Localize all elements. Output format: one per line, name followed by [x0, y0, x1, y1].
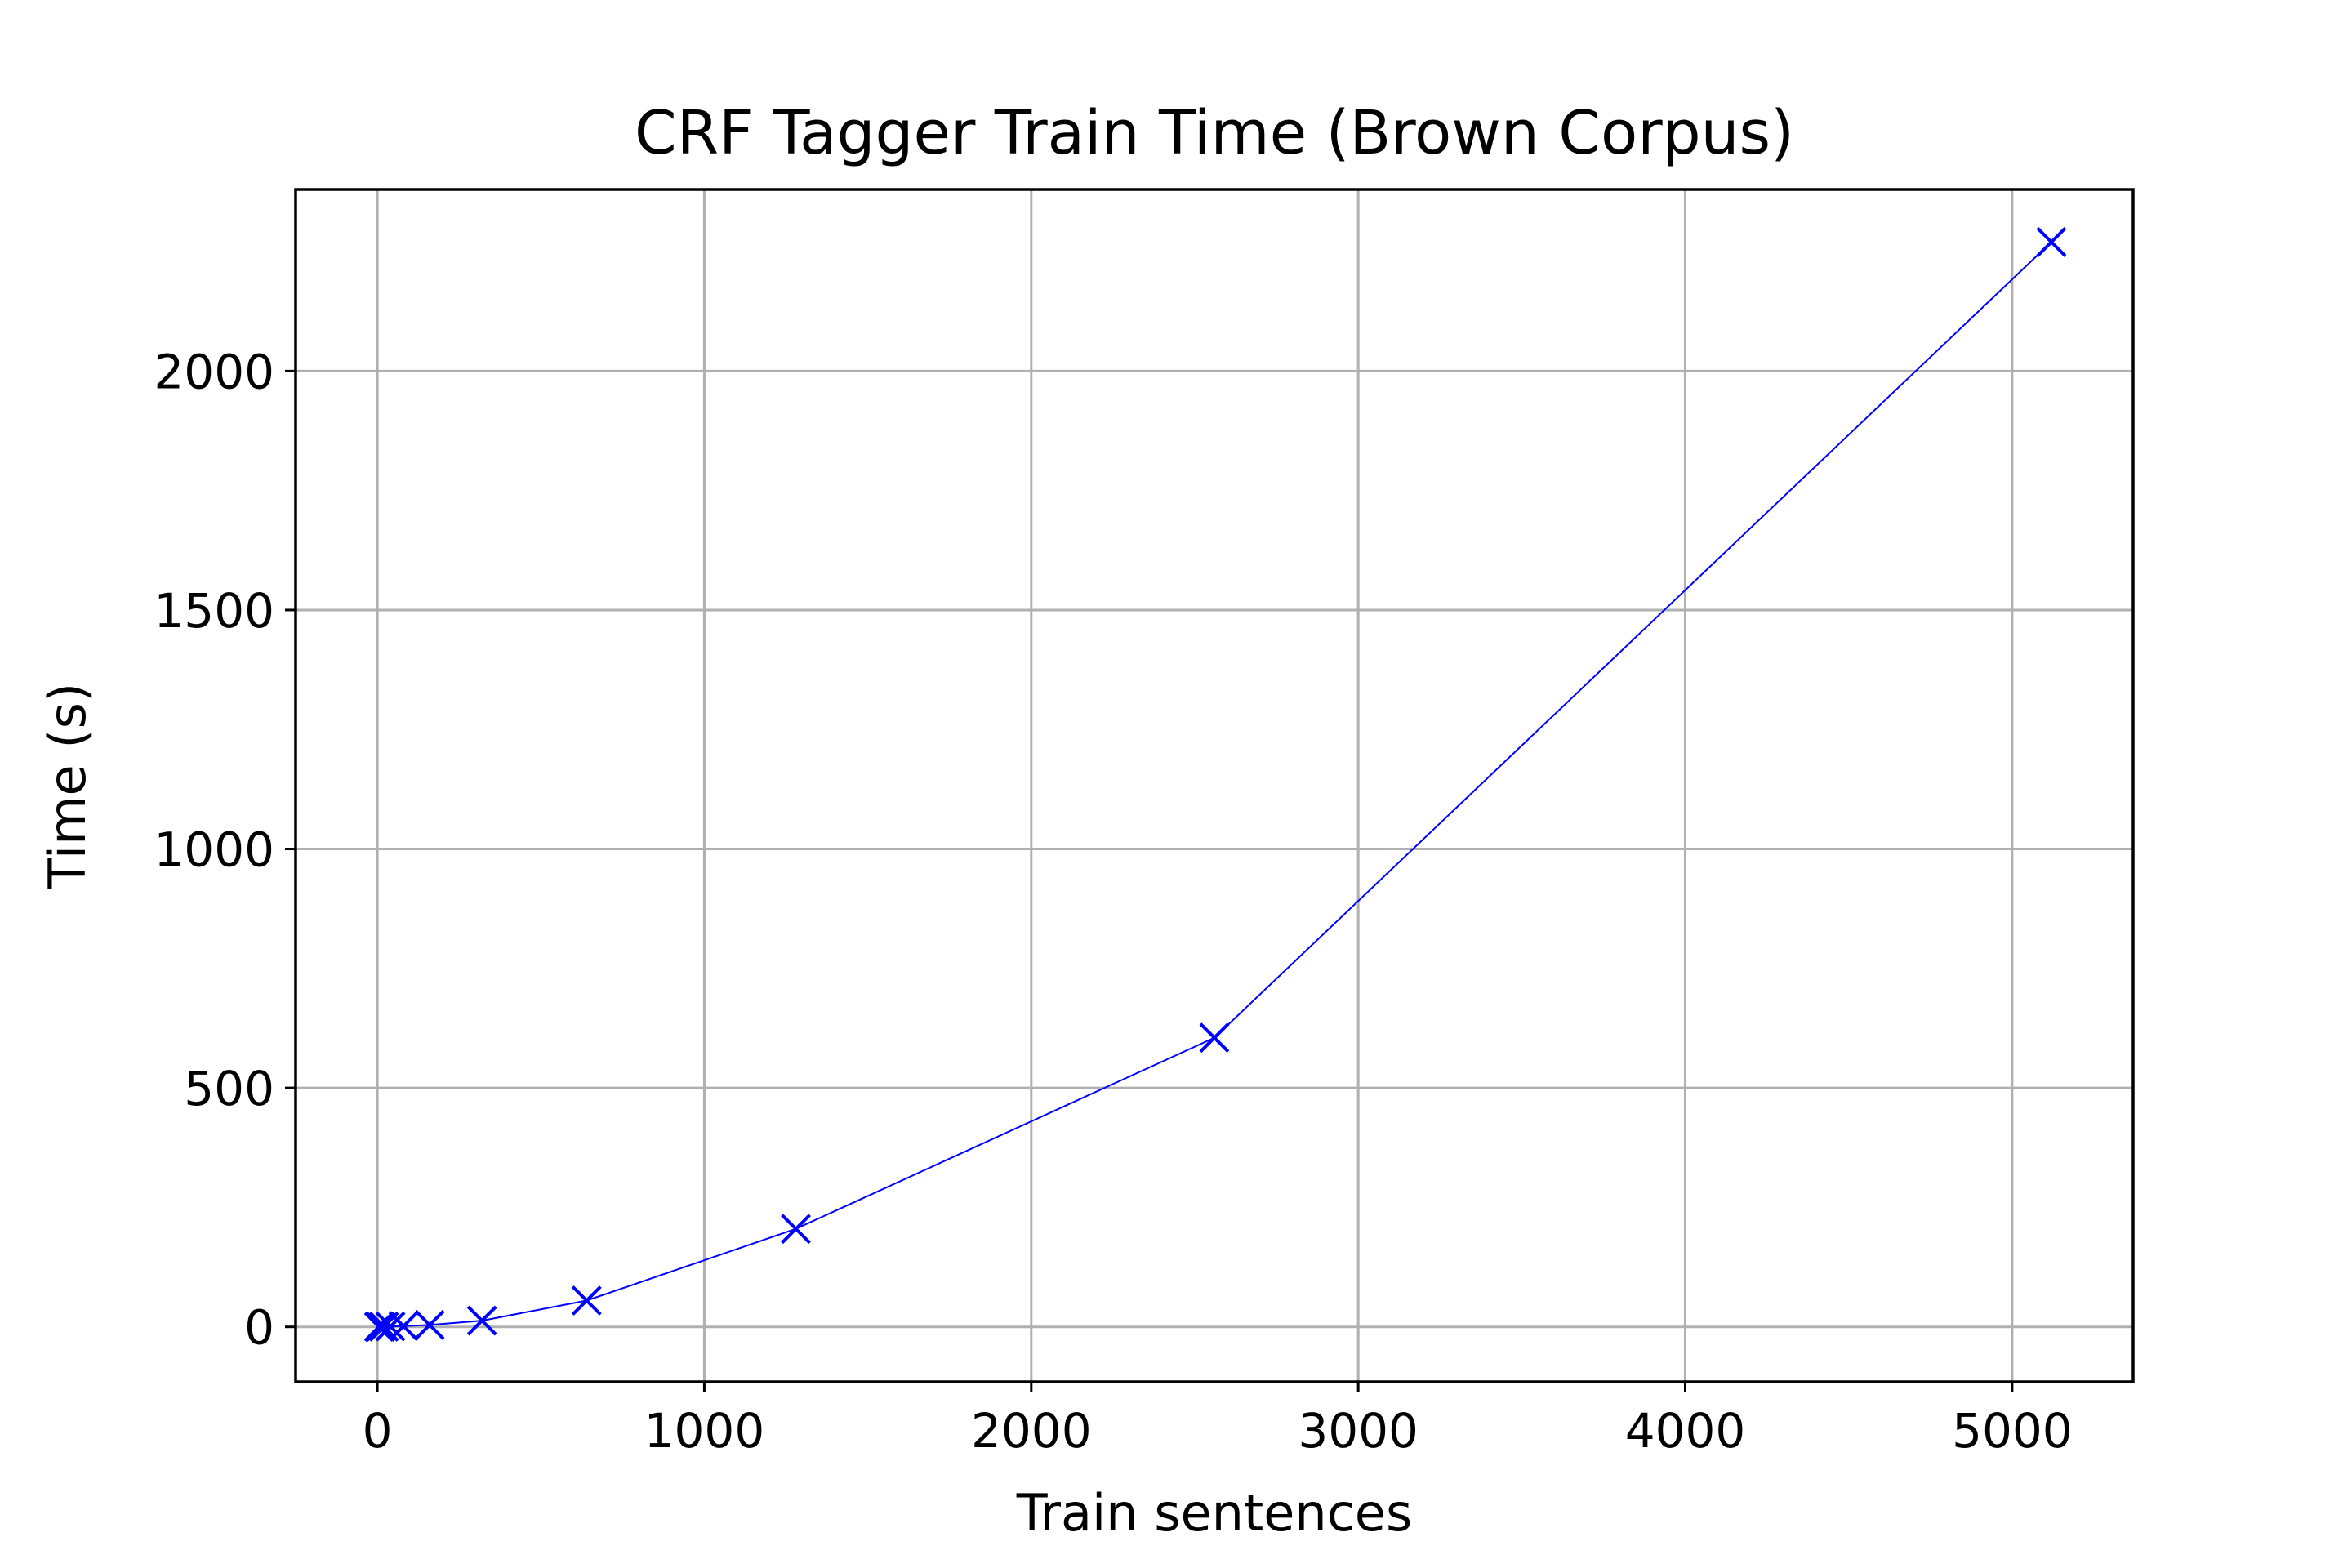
- x-tick-label: 0: [363, 1403, 393, 1459]
- data-point-marker: [2036, 226, 2067, 257]
- ticks: 0 1000 2000 3000 4000 5000 0 500 1000 1500 2000: [154, 344, 2072, 1459]
- data-point-marker: [781, 1214, 811, 1245]
- data-point-marker: [414, 1309, 445, 1340]
- series: [363, 226, 2067, 1343]
- data-point-marker: [365, 1312, 396, 1343]
- y-tick-label: 1000: [154, 822, 274, 878]
- x-tick-label: 3000: [1298, 1403, 1419, 1459]
- y-axis-label: Time (s): [38, 683, 97, 889]
- data-point-marker: [466, 1305, 497, 1336]
- y-tick-label: 2000: [154, 344, 274, 399]
- y-tick-label: 1500: [154, 583, 274, 639]
- data-point-marker: [1199, 1022, 1230, 1054]
- y-tick-label: 500: [184, 1061, 274, 1116]
- data-point-marker: [375, 1311, 406, 1342]
- chart-title: CRF Tagger Train Time (Brown Corpus): [635, 98, 1794, 168]
- x-tick-label: 5000: [1952, 1403, 2073, 1459]
- y-tick-label: 0: [244, 1300, 274, 1356]
- x-tick-label: 2000: [971, 1403, 1092, 1459]
- x-tick-label: 4000: [1625, 1403, 1746, 1459]
- data-point-marker: [388, 1311, 419, 1342]
- axes-frame: [294, 188, 2135, 1383]
- x-axis-label: Train sentences: [1016, 1483, 1413, 1543]
- grid: [296, 189, 2133, 1382]
- x-tick-label: 1000: [644, 1403, 765, 1459]
- data-point-marker: [571, 1285, 602, 1316]
